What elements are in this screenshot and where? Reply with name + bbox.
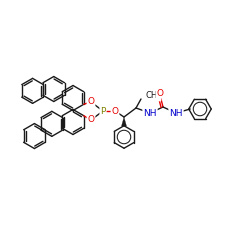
Text: NH: NH [143, 108, 157, 118]
Text: O: O [88, 98, 94, 106]
Text: O: O [112, 106, 118, 116]
Text: O: O [88, 116, 94, 124]
Text: P: P [100, 106, 106, 116]
Text: CH₃: CH₃ [145, 92, 160, 100]
Text: NH: NH [169, 108, 183, 118]
Polygon shape [122, 117, 126, 126]
Text: O: O [156, 88, 164, 98]
